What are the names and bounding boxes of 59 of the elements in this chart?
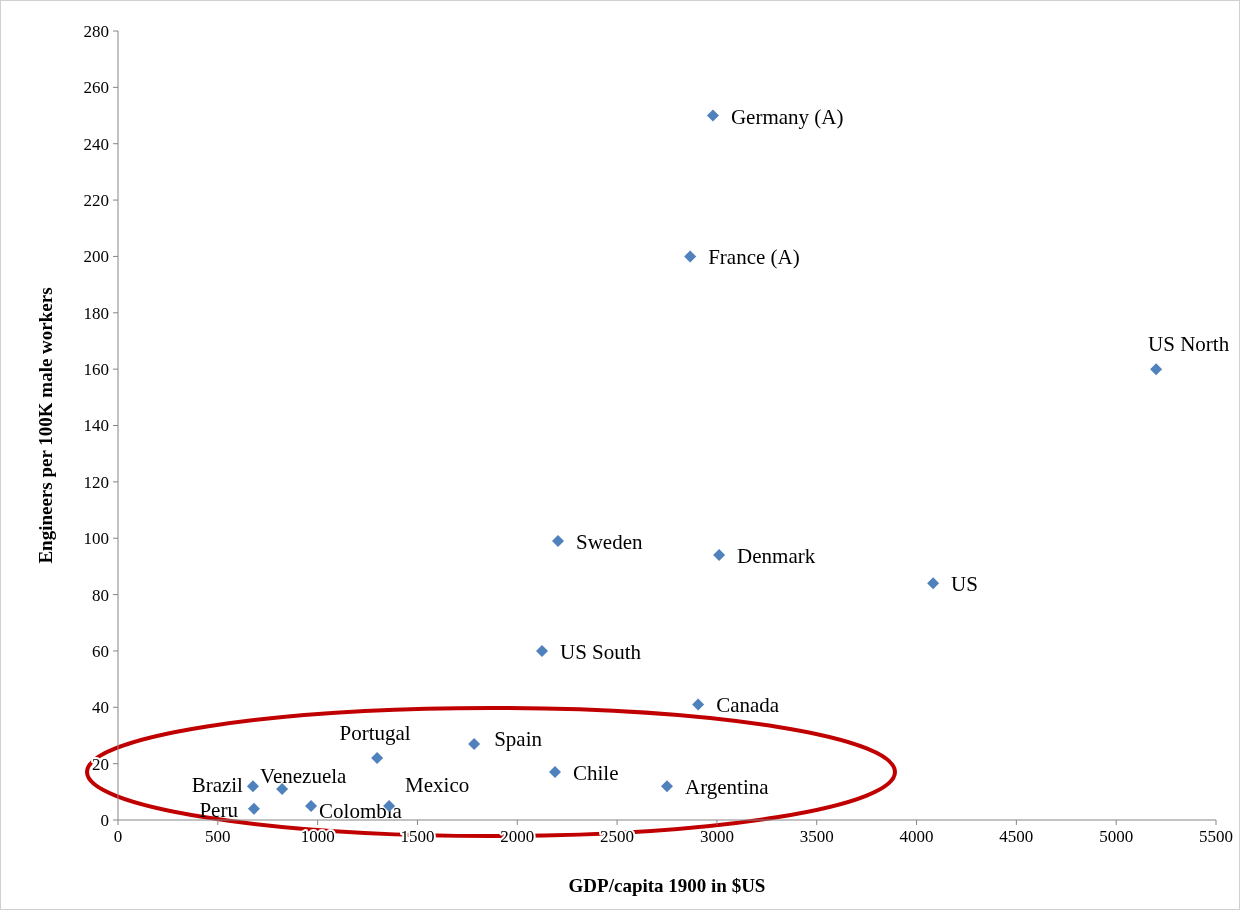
y-tick-label: 0 — [100, 810, 109, 830]
annotation: Germany (A) — [730, 104, 844, 129]
point — [692, 698, 705, 711]
y-tick-label: 120 — [83, 472, 109, 492]
y-tick-label: 20 — [92, 754, 109, 774]
annotation: France (A) — [708, 245, 800, 270]
point — [549, 766, 561, 779]
point — [684, 250, 697, 263]
y-tick-label: 200 — [83, 247, 109, 267]
point — [552, 535, 564, 548]
x-axis-title: GDP/capita 1900 in $US — [568, 875, 766, 896]
annotation: US North — [1148, 332, 1230, 357]
point — [1150, 363, 1163, 376]
annotation: Portugal — [339, 721, 411, 746]
point — [536, 644, 549, 657]
y-tick-label: 260 — [83, 78, 109, 98]
annotation: Peru — [199, 797, 239, 822]
annotation: Denmark — [737, 544, 816, 569]
point — [661, 780, 673, 793]
annotation: Chile — [573, 761, 619, 786]
y-tick-label: 80 — [92, 585, 109, 605]
y-tick-label: 40 — [92, 698, 109, 718]
annotation: Mexico — [405, 772, 470, 797]
annotation: Spain — [494, 726, 543, 751]
point — [276, 783, 289, 795]
x-tick-label: 4000 — [899, 827, 934, 846]
annotation: Sweden — [576, 530, 643, 555]
y-tick-label: 100 — [83, 529, 109, 549]
x-tick-label: 5000 — [1099, 827, 1134, 846]
annotation: Argentina — [685, 775, 770, 800]
annotation: US South — [560, 639, 642, 664]
y-tick-label: 60 — [92, 641, 109, 661]
point — [927, 577, 940, 590]
annotation: US — [951, 572, 978, 597]
y-tick-label: 280 — [83, 21, 109, 41]
point — [713, 549, 726, 562]
y-tick-label: 240 — [83, 134, 109, 154]
x-tick-label: 0 — [113, 827, 123, 846]
point — [247, 802, 260, 815]
y-tick-label: 220 — [83, 191, 109, 211]
y-tick-label: 140 — [83, 416, 109, 436]
annotation: Venezuela — [260, 764, 348, 788]
y-tick-label: 160 — [83, 360, 109, 380]
point — [706, 109, 719, 122]
y-axis-title: Engineers per 100K male workers — [35, 287, 56, 564]
point — [305, 799, 318, 812]
x-tick-label: 500 — [205, 827, 231, 846]
y-tick-label: 180 — [83, 303, 109, 323]
x-tick-label: 3000 — [699, 827, 734, 846]
annotation: Canada — [716, 693, 780, 718]
point — [468, 737, 481, 750]
point — [246, 780, 259, 793]
x-tick-label: 5500 — [1199, 827, 1233, 846]
point — [371, 752, 384, 765]
x-tick-label: 4500 — [999, 827, 1034, 846]
x-tick-label: 3500 — [799, 827, 834, 846]
x-tick-label: 1000 — [300, 827, 335, 846]
annotation: Colombia — [319, 798, 403, 823]
annotation: Brazil — [191, 773, 244, 798]
